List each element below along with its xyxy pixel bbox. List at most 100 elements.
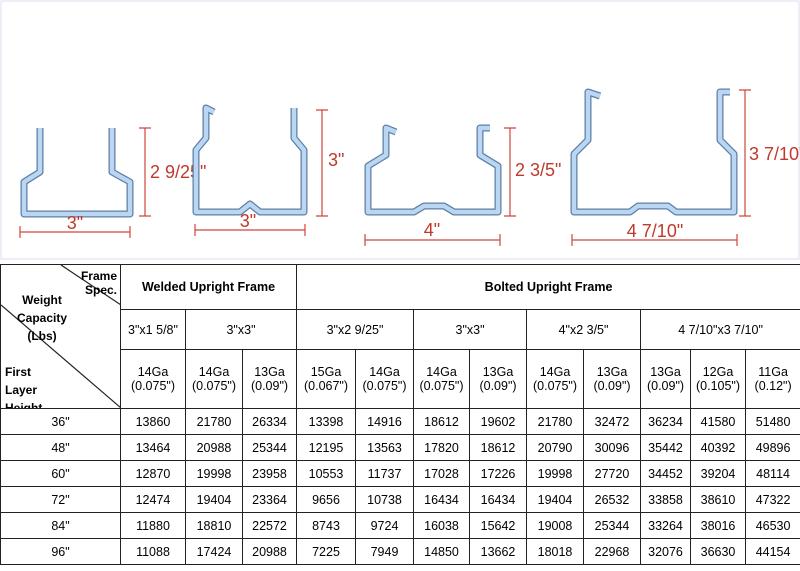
- capacity-cell: 16434: [469, 486, 528, 513]
- height-cell: 72": [0, 486, 121, 513]
- gauge-header: 11Ga (0.12"): [745, 349, 800, 409]
- corner-label: First Layer Height: [5, 365, 43, 409]
- corner-label: Weight Capacity (Lbs): [16, 293, 68, 343]
- capacity-cell: 10738: [355, 486, 415, 513]
- capacity-cell: 18612: [413, 408, 471, 435]
- figure-frame: [0, 0, 800, 260]
- capacity-cell: 7949: [355, 538, 415, 565]
- capacity-cell: 19008: [526, 512, 585, 539]
- capacity-cell: 11088: [120, 538, 186, 565]
- gauge: 15Ga: [310, 365, 342, 380]
- height-cell: 36": [0, 408, 121, 435]
- capacity-cell: 19998: [526, 460, 585, 487]
- data-row: 60" 12870 19998 23958 10553 11737 17028 17226 19…: [0, 460, 800, 487]
- size-header: 4"x2 3/5": [526, 309, 642, 351]
- capacity-cell: 33264: [640, 512, 692, 539]
- thickness: (0.12"): [754, 379, 792, 394]
- gauge: 13Ga: [650, 365, 681, 380]
- gauge-header: 14Ga (0.075"): [526, 349, 585, 409]
- gauge: 13Ga: [254, 365, 285, 380]
- capacity-cell: 10553: [296, 460, 357, 487]
- corner-diagonals: [1, 265, 120, 408]
- capacity-cell: 17028: [413, 460, 471, 487]
- gauge: 13Ga: [596, 365, 628, 380]
- capacity-cell: 38016: [690, 512, 747, 539]
- height-cell: 60": [0, 460, 121, 487]
- size-header: 3"x2 9/25": [296, 309, 415, 351]
- height-cell: 48": [0, 434, 121, 461]
- gauge-header: 13Ga (0.09"): [241, 349, 298, 409]
- capacity-cell: 32472: [583, 408, 642, 435]
- gauge-header: 13Ga (0.09"): [640, 349, 692, 409]
- group-header: Welded Upright Frame: [119, 263, 298, 311]
- capacity-cell: 40392: [690, 434, 747, 461]
- width-label: 4 7/10": [627, 221, 683, 241]
- capacity-cell: 23364: [241, 486, 298, 513]
- capacity-cell: 17820: [413, 434, 471, 461]
- gauge: 11Ga: [758, 365, 788, 380]
- capacity-cell: 44154: [745, 538, 800, 565]
- capacity-cell: 13464: [120, 434, 186, 461]
- capacity-cell: 19998: [185, 460, 243, 487]
- capacity-cell: 34452: [640, 460, 692, 487]
- capacity-cell: 17424: [185, 538, 243, 565]
- capacity-cell: 19602: [469, 408, 528, 435]
- height-label: 3 7/10": [749, 144, 800, 164]
- capacity-cell: 30096: [583, 434, 642, 461]
- size-header: 3"x3": [184, 309, 298, 351]
- capacity-cell: 14850: [413, 538, 471, 565]
- capacity-cell: 9724: [355, 512, 415, 539]
- capacity-cell: 11880: [120, 512, 186, 539]
- height-label: 2 9/25": [150, 162, 206, 182]
- corner-cell: Frame Spec. Weight Capacity (Lbs) First La…: [0, 264, 121, 409]
- capacity-cell: 26334: [241, 408, 298, 435]
- thickness: (0.105"): [695, 379, 741, 394]
- capacity-cell: 36234: [640, 408, 692, 435]
- capacity-cell: 47322: [745, 486, 800, 513]
- capacity-cell: 13662: [469, 538, 528, 565]
- capacity-cell: 18612: [469, 434, 528, 461]
- capacity-cell: 38610: [690, 486, 747, 513]
- thickness: (0.09"): [593, 379, 631, 394]
- capacity-cell: 46530: [745, 512, 800, 539]
- thickness: (0.075"): [130, 379, 176, 394]
- gauge: 12Ga: [702, 365, 734, 380]
- capacity-cell: 20988: [241, 538, 298, 565]
- size-header: 3"x1 5/8": [120, 309, 186, 351]
- capacity-table: Frame Spec. Weight Capacity (Lbs) First La…: [0, 263, 800, 565]
- capacity-cell: 33858: [640, 486, 692, 513]
- capacity-cell: 41580: [690, 408, 747, 435]
- gauge-header: 14Ga (0.075"): [185, 349, 243, 409]
- gauge: 14Ga: [137, 365, 169, 380]
- size-header: 4 7/10"x3 7/10": [640, 309, 800, 351]
- width-label: 3": [67, 213, 83, 233]
- capacity-cell: 12195: [296, 434, 357, 461]
- gauge: 14Ga: [198, 365, 230, 380]
- header-row: Frame Spec. Weight Capacity (Lbs) First La…: [0, 263, 800, 409]
- capacity-cell: 13860: [120, 408, 186, 435]
- height-label: 2 3/5": [515, 160, 561, 180]
- group-header: Bolted Upright Frame: [296, 263, 800, 311]
- capacity-cell: 16434: [413, 486, 471, 513]
- capacity-cell: 13563: [355, 434, 415, 461]
- capacity-cell: 49896: [745, 434, 800, 461]
- gauge-header: 14Ga (0.075"): [413, 349, 471, 409]
- gauge-header: 13Ga (0.09"): [583, 349, 642, 409]
- capacity-cell: 18810: [185, 512, 243, 539]
- thickness: (0.075"): [191, 379, 237, 394]
- header-row: 14Ga (0.075") 14Ga (0.075") 13Ga (0.09") 15Ga(…: [1, 349, 800, 409]
- capacity-cell: 23958: [241, 460, 298, 487]
- gauge-header: 15Ga (0.067"): [296, 349, 357, 409]
- profile-1: 2 9/25" 3": [19, 127, 206, 238]
- capacity-cell: 22968: [583, 538, 642, 565]
- capacity-cell: 16038: [413, 512, 471, 539]
- capacity-cell: 11737: [355, 460, 415, 487]
- thickness: (0.09"): [479, 379, 517, 394]
- capacity-cell: 19404: [526, 486, 585, 513]
- capacity-cell: 36630: [690, 538, 747, 565]
- height-cell: 84": [0, 512, 121, 539]
- thickness: (0.075"): [362, 379, 407, 394]
- gauge-header: 12Ga (0.105"): [690, 349, 747, 409]
- profile-3: 2 3/5" 4": [364, 124, 561, 246]
